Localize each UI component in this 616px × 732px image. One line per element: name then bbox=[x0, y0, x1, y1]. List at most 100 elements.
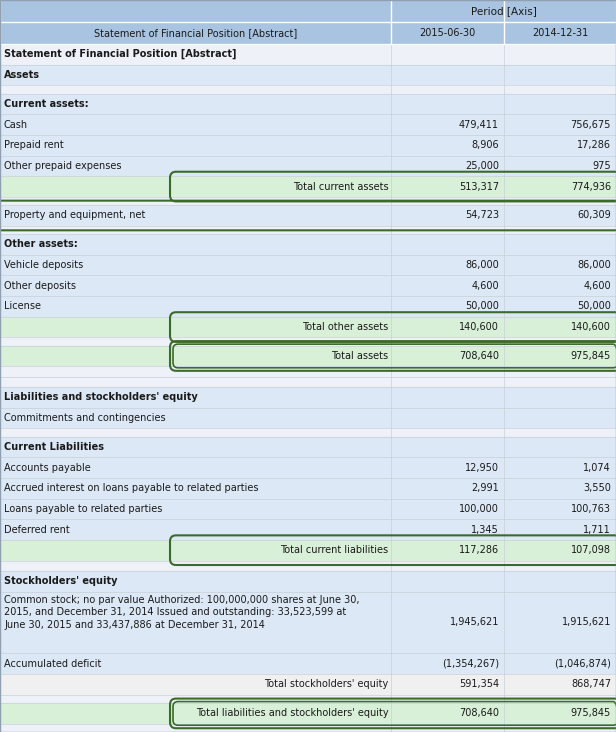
Text: 756,675: 756,675 bbox=[570, 119, 611, 130]
Bar bbox=[0, 176, 616, 197]
Text: 12,950: 12,950 bbox=[465, 463, 499, 473]
Text: 140,600: 140,600 bbox=[571, 322, 611, 332]
Bar bbox=[0, 387, 616, 408]
Text: Accrued interest on loans payable to related parties: Accrued interest on loans payable to rel… bbox=[4, 483, 259, 493]
Text: 1,345: 1,345 bbox=[471, 525, 499, 534]
Text: Other prepaid expenses: Other prepaid expenses bbox=[4, 161, 121, 171]
Text: Loans payable to related parties: Loans payable to related parties bbox=[4, 504, 163, 514]
Text: 50,000: 50,000 bbox=[577, 302, 611, 311]
Bar bbox=[0, 94, 616, 114]
Text: Statement of Financial Position [Abstract]: Statement of Financial Position [Abstrac… bbox=[4, 49, 237, 59]
Text: Current Liabilities: Current Liabilities bbox=[4, 442, 104, 452]
Bar bbox=[391, 0, 616, 22]
Bar bbox=[0, 86, 616, 94]
Text: 2014-12-31: 2014-12-31 bbox=[532, 28, 588, 38]
Text: 107,098: 107,098 bbox=[571, 545, 611, 555]
Bar bbox=[0, 724, 616, 732]
Bar bbox=[0, 64, 616, 86]
Text: 117,286: 117,286 bbox=[459, 545, 499, 555]
Text: 1,915,621: 1,915,621 bbox=[562, 618, 611, 627]
Text: 708,640: 708,640 bbox=[459, 351, 499, 361]
Text: 60,309: 60,309 bbox=[577, 211, 611, 220]
Text: Vehicle deposits: Vehicle deposits bbox=[4, 260, 83, 270]
Bar bbox=[0, 695, 616, 703]
Text: 774,936: 774,936 bbox=[571, 182, 611, 192]
Bar bbox=[0, 135, 616, 156]
Text: Accumulated deficit: Accumulated deficit bbox=[4, 659, 102, 669]
Text: 4,600: 4,600 bbox=[471, 281, 499, 291]
Bar bbox=[0, 458, 616, 478]
Text: Cash: Cash bbox=[4, 119, 28, 130]
Text: Commitments and contingencies: Commitments and contingencies bbox=[4, 413, 166, 423]
Bar bbox=[0, 22, 391, 44]
Text: 1,945,621: 1,945,621 bbox=[450, 618, 499, 627]
Text: 708,640: 708,640 bbox=[459, 709, 499, 718]
Bar bbox=[0, 540, 616, 561]
Bar bbox=[391, 22, 504, 44]
Text: 975,845: 975,845 bbox=[571, 709, 611, 718]
Text: Other assets:: Other assets: bbox=[4, 239, 78, 250]
Text: 17,286: 17,286 bbox=[577, 141, 611, 150]
Bar bbox=[0, 114, 616, 135]
Text: Assets: Assets bbox=[4, 70, 40, 80]
Text: (1,046,874): (1,046,874) bbox=[554, 659, 611, 669]
Text: 8,906: 8,906 bbox=[471, 141, 499, 150]
Text: Total other assets: Total other assets bbox=[302, 322, 388, 332]
Text: Prepaid rent: Prepaid rent bbox=[4, 141, 63, 150]
Text: 513,317: 513,317 bbox=[459, 182, 499, 192]
Text: 975,845: 975,845 bbox=[571, 351, 611, 361]
Text: 86,000: 86,000 bbox=[465, 260, 499, 270]
Bar bbox=[0, 498, 616, 519]
Text: Common stock; no par value Authorized: 100,000,000 shares at June 30,
2015, and : Common stock; no par value Authorized: 1… bbox=[4, 594, 360, 630]
Bar bbox=[0, 44, 616, 64]
Bar bbox=[0, 478, 616, 498]
Text: Total stockholders' equity: Total stockholders' equity bbox=[264, 679, 388, 690]
Text: 3,550: 3,550 bbox=[583, 483, 611, 493]
Text: 479,411: 479,411 bbox=[459, 119, 499, 130]
Text: Period [Axis]: Period [Axis] bbox=[471, 6, 537, 16]
Text: Accounts payable: Accounts payable bbox=[4, 463, 91, 473]
Bar bbox=[0, 571, 616, 591]
Text: Current assets:: Current assets: bbox=[4, 99, 89, 109]
Bar bbox=[0, 674, 616, 695]
Text: 2,991: 2,991 bbox=[471, 483, 499, 493]
Text: 50,000: 50,000 bbox=[465, 302, 499, 311]
Bar bbox=[0, 561, 616, 571]
Bar bbox=[0, 205, 616, 225]
Bar bbox=[0, 377, 616, 387]
Text: 591,354: 591,354 bbox=[459, 679, 499, 690]
Bar bbox=[0, 591, 616, 654]
Text: 4,600: 4,600 bbox=[583, 281, 611, 291]
Text: Total current assets: Total current assets bbox=[293, 182, 388, 192]
Bar bbox=[0, 317, 616, 337]
Bar bbox=[0, 296, 616, 317]
Text: Total current liabilities: Total current liabilities bbox=[280, 545, 388, 555]
Bar bbox=[0, 255, 616, 275]
Bar bbox=[0, 519, 616, 540]
Text: Liabilities and stockholders' equity: Liabilities and stockholders' equity bbox=[4, 392, 198, 403]
Bar bbox=[504, 22, 616, 44]
Text: 1,074: 1,074 bbox=[583, 463, 611, 473]
Text: Deferred rent: Deferred rent bbox=[4, 525, 70, 534]
Bar bbox=[0, 156, 616, 176]
Text: 868,747: 868,747 bbox=[571, 679, 611, 690]
Bar bbox=[0, 346, 616, 366]
Bar bbox=[0, 436, 616, 458]
Text: 1,711: 1,711 bbox=[583, 525, 611, 534]
Text: Stockholders' equity: Stockholders' equity bbox=[4, 576, 118, 586]
Text: 86,000: 86,000 bbox=[577, 260, 611, 270]
Bar bbox=[0, 225, 616, 234]
Bar bbox=[0, 408, 616, 428]
Bar bbox=[0, 366, 616, 377]
Bar bbox=[0, 197, 616, 205]
Text: Property and equipment, net: Property and equipment, net bbox=[4, 211, 145, 220]
Text: 100,763: 100,763 bbox=[571, 504, 611, 514]
Text: 2015-06-30: 2015-06-30 bbox=[419, 28, 476, 38]
Text: Total liabilities and stockholders' equity: Total liabilities and stockholders' equi… bbox=[195, 709, 388, 718]
Text: (1,354,267): (1,354,267) bbox=[442, 659, 499, 669]
Bar bbox=[0, 703, 616, 724]
Text: 100,000: 100,000 bbox=[459, 504, 499, 514]
Text: Statement of Financial Position [Abstract]: Statement of Financial Position [Abstrac… bbox=[94, 28, 297, 38]
Bar bbox=[0, 654, 616, 674]
Text: 975: 975 bbox=[593, 161, 611, 171]
